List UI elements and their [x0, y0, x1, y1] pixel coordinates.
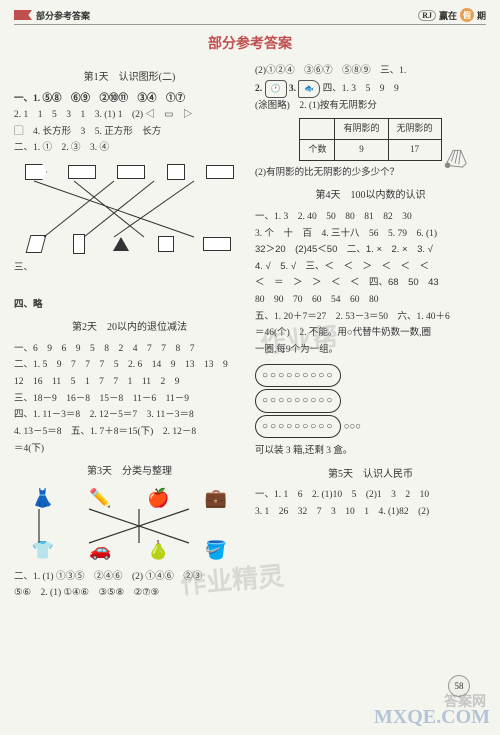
d2-l5: 四、1. 11－3＝8 2. 12－5＝7 3. 11－3＝8 [14, 407, 245, 424]
d2-l3: 12 16 11 5 1 7 7 1 11 2 9 [14, 374, 245, 391]
car-icon: 🚗 [89, 535, 111, 567]
clock-icon: 🕐 [265, 80, 287, 98]
d1-l3: ▢ 4. 长方形 3 5. 正方形 长方 [14, 124, 245, 141]
d1-l6: 四、略 [14, 297, 245, 314]
shape-pentagon [25, 164, 47, 180]
d1-l5: 三、 [14, 260, 245, 277]
r-l2b: 3. [289, 84, 296, 94]
shape-sq2 [158, 236, 174, 252]
day2-title: 第2天 20以内的退位减法 [14, 319, 245, 337]
r-l2a: 2. [255, 84, 262, 94]
header-left: 部分参考答案 [14, 9, 90, 22]
dress-icon: 👗 [32, 483, 54, 515]
left-column: 第1天 认识图形(二) 一、1. ⑤⑧ ⑥⑨ ②⑩⑪ ③④ ①⑦ 2. 1 1 … [14, 63, 245, 602]
d2-l4: 三、18－9 16－8 15－8 11－6 11－9 [14, 391, 245, 408]
rj-badge: RJ [418, 10, 436, 21]
shape-rect [68, 165, 96, 179]
d4-l5: ＜ ＝ ＞ ＞ ＜ ＜ 四、68 50 43 [255, 275, 486, 292]
shape-rect-4 [203, 237, 231, 251]
d2-l2: 二、1. 5 9 7 7 7 5 2. 6 14 9 13 13 9 [14, 357, 245, 374]
shirt-icon: 👕 [32, 535, 54, 567]
day1-title: 第1天 认识图形(二) [14, 69, 245, 87]
cell-9: 9 [335, 140, 388, 161]
oval-1: ○○○○○○○○○ [255, 364, 341, 388]
d4-l8: ＝46(个) 2. 不能。用○代替牛奶数一数,圈 [255, 325, 486, 342]
holiday-icon: 假 [460, 8, 474, 22]
th-shaded: 有阴影的 [335, 119, 388, 140]
d1-l4: 二、1. ① 2. ③ 3. ④ [14, 140, 245, 157]
day4-title: 第4天 100以内数的认识 [255, 187, 486, 205]
oval-3: ○○○○○○○○○ [255, 415, 341, 439]
d4-l1: 一、1. 3 2. 40 50 80 81 82 30 [255, 209, 486, 226]
d4-l3: 32＞20 (2)45＜50 二、1. × 2. × 3. √ [255, 242, 486, 259]
r-top: (2)①②④ ③⑥⑦ ⑤⑧⑨ 三、1. [255, 63, 486, 80]
fish-icon: 🐟 [298, 80, 320, 98]
apple-icon: 🍎 [147, 483, 169, 515]
d4-l6: 80 90 70 60 54 60 80 [255, 292, 486, 309]
circle-groups: ○○○○○○○○○ ○○○○○○○○○ ○○○○○○○○○ ○○○ [255, 363, 486, 440]
footer-watermark-2: MXQE.COM [374, 706, 490, 729]
pencil-icon: ✏️ [89, 483, 111, 515]
d4-l9: 一圈,每9个为一组。 [255, 342, 486, 359]
pear-icon: 🍐 [147, 535, 169, 567]
cell-17: 17 [388, 140, 441, 161]
d1-l2: 2. 1 1 5 3 1 3. (1) 1 (2) ◁ ▭ ▷ [14, 107, 245, 124]
pot-icon: 🪣 [205, 535, 227, 567]
th-unshaded: 无阴影的 [388, 119, 441, 140]
shape-rect-3 [206, 165, 234, 179]
d4-l4: 4. √ 5. √ 三、＜ ＜ ＞ ＜ ＜ ＜ [255, 259, 486, 276]
day5-title: 第5天 认识人民币 [255, 466, 486, 484]
shape-tall [73, 234, 85, 254]
d2-l7: ＝4(下) [14, 441, 245, 458]
right-column: (2)①②④ ③⑥⑦ ⑤⑧⑨ 三、1. 2. 🕐 3. 🐟 四、1. 3 5 9… [255, 63, 486, 602]
shapes-matching-diagram [14, 161, 245, 256]
shape-rect-2 [117, 165, 145, 179]
header-title: 部分参考答案 [36, 9, 90, 22]
oval-2: ○○○○○○○○○ [255, 389, 341, 413]
header-brand-2: 期 [477, 9, 486, 22]
day3-title: 第3天 分类与整理 [14, 463, 245, 481]
d4-l7: 五、1. 20＋7＝27 2. 53－3＝50 六、1. 40＋6 [255, 309, 486, 326]
d1-l1: 一、1. ⑤⑧ ⑥⑨ ②⑩⑪ ③④ ①⑦ [14, 91, 245, 108]
header-brand: 赢在 [439, 9, 457, 22]
r-l2: 2. 🕐 3. 🐟 四、1. 3 5 9 9 [255, 80, 486, 98]
d2-l6: 4. 13－5＝8 五、1. 7＋8＝15(下) 2. 12－8 [14, 424, 245, 441]
d4-l10: 可以装 3 箱,还剩 3 盒。 [255, 443, 486, 460]
r-l2c: 四、1. 3 5 9 9 [323, 84, 399, 94]
main-title: 部分参考答案 [14, 33, 486, 53]
page-header: 部分参考答案 RJ 赢在 假 期 [14, 8, 486, 25]
shading-table: 有阴影的 无阴影的 个数 9 17 [299, 118, 441, 161]
extra-circles: ○○○ [344, 422, 361, 432]
d5-l1: 一、1. 1 6 2. (1)10 5 (2)1 3 2 10 [255, 487, 486, 504]
bag-icon: 💼 [205, 483, 227, 515]
items-matching-diagram: 👗 ✏️ 🍎 💼 👕 🚗 🍐 🪣 [14, 485, 245, 565]
shuttlecock-icon [442, 141, 470, 169]
d5-l2: 3. 1 26 32 7 3 10 1 4. (1)82 (2) [255, 504, 486, 521]
flag-icon [14, 10, 32, 20]
shape-triangle [113, 237, 129, 251]
row-label: 个数 [300, 140, 335, 161]
d2-l1: 一、6 9 6 9 5 8 2 4 7 7 8 7 [14, 341, 245, 358]
d3-l2: ⑤⑥ 2. (1) ①④⑥ ③⑤⑧ ②⑦⑨ [14, 585, 245, 602]
shape-para [26, 235, 47, 253]
r-l3: (涂图略) 2. (1)按有无阴影分 [255, 98, 486, 115]
shape-square [167, 164, 185, 180]
header-right: RJ 赢在 假 期 [418, 8, 486, 22]
d4-l2: 3. 个 十 百 4. 三十八 56 5. 79 6. (1) [255, 226, 486, 243]
d3-l1: 二、1. (1) ①③⑤ ②④⑥ (2) ①④⑥ ②③ [14, 569, 245, 586]
